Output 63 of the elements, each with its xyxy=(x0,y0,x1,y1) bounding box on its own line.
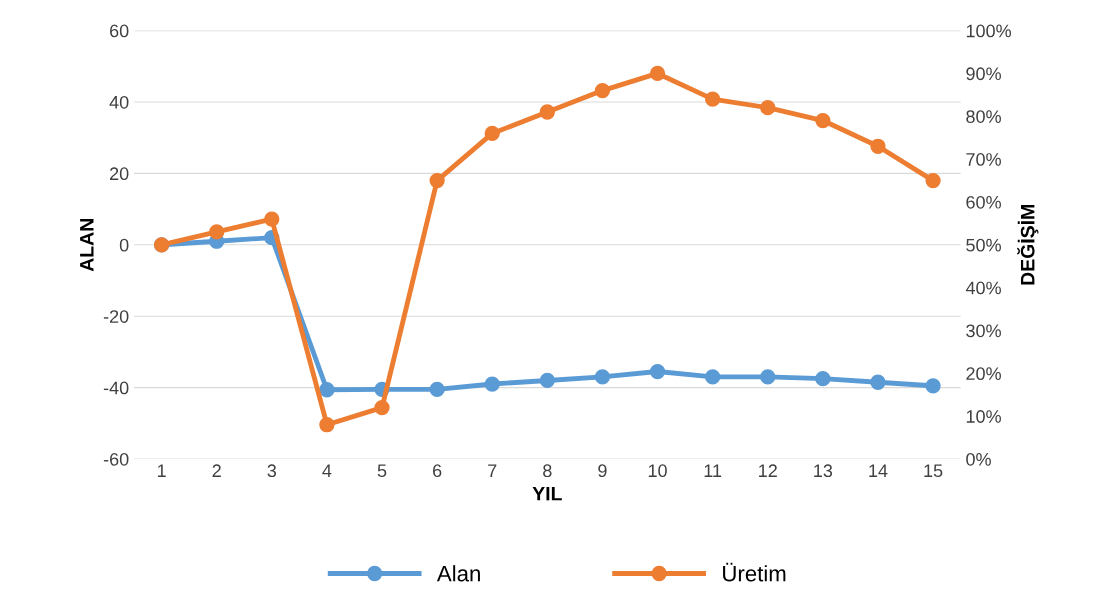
y-tick-label: 40 xyxy=(109,95,129,109)
point xyxy=(484,125,500,142)
y-tick-label: -60 xyxy=(103,452,129,466)
x-tick-label: 13 xyxy=(814,464,833,478)
point xyxy=(705,369,721,385)
point xyxy=(594,82,611,99)
point xyxy=(264,211,280,227)
point xyxy=(649,65,666,82)
x-tick-label: 4 xyxy=(322,464,332,477)
y2-tick-label: 0% xyxy=(966,452,991,466)
x-tick-label: 5 xyxy=(377,464,387,478)
x-tick-label: 15 xyxy=(924,464,943,478)
point xyxy=(870,138,886,154)
y2-tick-label: 40% xyxy=(965,281,1001,295)
point xyxy=(429,172,445,189)
point xyxy=(649,363,666,380)
point xyxy=(429,381,445,398)
point xyxy=(319,417,335,433)
y2-tick-label: 70% xyxy=(966,153,1001,166)
x-tick-label: 12 xyxy=(759,464,777,477)
x-axis-title: YIL xyxy=(532,486,562,501)
y-axis-title: ALAN xyxy=(80,219,94,272)
point xyxy=(815,112,831,129)
y2-tick-label: 80% xyxy=(966,110,1001,123)
point xyxy=(484,376,500,392)
y2-tick-label: 30% xyxy=(966,324,1001,338)
y2-tick-label: 90% xyxy=(966,67,1001,81)
x-tick-label: 7 xyxy=(488,464,497,477)
x-tick-label: 1 xyxy=(157,464,166,477)
x-tick-label: 6 xyxy=(433,464,442,478)
legend-label: Alan xyxy=(436,565,480,582)
y-tick-label: 60 xyxy=(110,24,129,38)
y-tick-label: -20 xyxy=(103,310,129,323)
point xyxy=(594,369,611,385)
point xyxy=(209,224,225,240)
point xyxy=(374,399,390,416)
x-tick-label: 8 xyxy=(543,464,552,478)
point xyxy=(539,104,555,120)
point xyxy=(760,100,776,116)
x-tick-label: 10 xyxy=(648,464,667,478)
y2-tick-label: 10% xyxy=(966,410,1001,423)
point xyxy=(925,378,941,394)
y2-axis-title: DEĞİŞİM xyxy=(1017,205,1039,285)
y2-tick-label: 60% xyxy=(966,195,1001,209)
point xyxy=(539,372,555,389)
point xyxy=(760,369,776,385)
legend-label: Üretim xyxy=(723,562,786,582)
point xyxy=(319,382,335,398)
y-tick-label: 20 xyxy=(110,167,129,181)
x-tick-label: 3 xyxy=(267,464,277,478)
x-tick-label: 14 xyxy=(869,464,888,477)
x-tick-label: 2 xyxy=(212,464,221,477)
x-tick-label: 11 xyxy=(704,464,722,477)
x-tick-label: 9 xyxy=(598,464,607,478)
y-tick-label: 0 xyxy=(119,238,129,252)
point xyxy=(870,374,886,390)
y2-tick-label: 100% xyxy=(966,24,1012,38)
y2-tick-label: 50% xyxy=(966,238,1001,252)
point xyxy=(815,371,831,387)
y2-tick-label: 20% xyxy=(966,367,1001,381)
point xyxy=(705,91,721,107)
point xyxy=(925,172,941,189)
y-tick-label: -40 xyxy=(103,381,129,395)
